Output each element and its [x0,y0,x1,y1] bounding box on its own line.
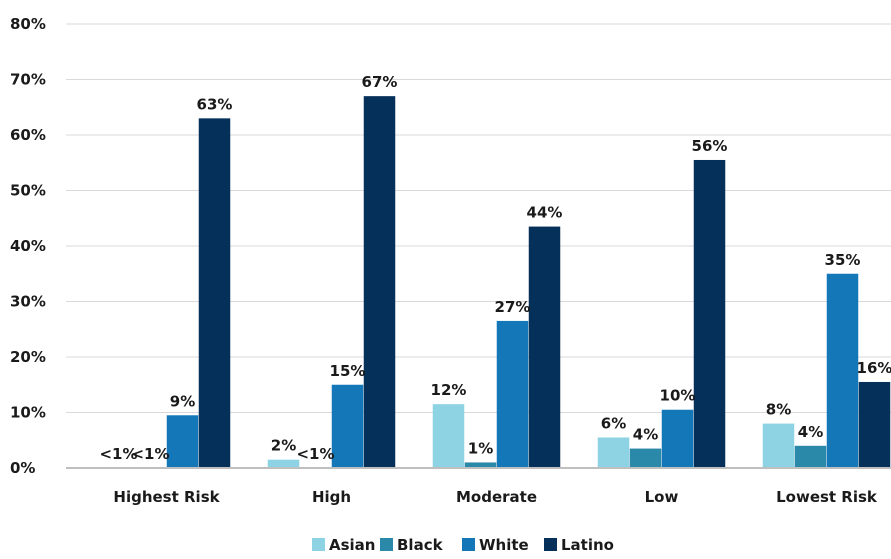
x-category-label: High [312,488,351,506]
data-label: 67% [362,73,398,91]
gridlines [66,23,891,413]
legend: Asian Black White Latino [312,536,614,554]
y-axis-ticks: 0% 10% 20% 30% 40% 50% 60% 70% 80% [10,15,46,477]
bar-latino-2 [363,96,396,469]
x-category-label: Lowest Risk [776,488,878,506]
bar-black-5 [794,445,827,468]
legend-item-black: Black [380,536,444,554]
legend-label: Black [397,536,444,554]
data-label: 2% [271,437,296,455]
y-tick-label: 60% [10,126,46,144]
y-tick-label: 20% [10,348,46,366]
y-tick-label: 40% [10,237,46,255]
legend-swatch [312,538,325,551]
legend-swatch [380,538,393,551]
data-label: <1% [131,445,169,463]
data-label: 27% [495,298,531,316]
bar-white-3 [496,320,529,468]
data-label: 4% [633,426,658,444]
data-label: 6% [601,414,626,432]
y-tick-label: 30% [10,293,46,311]
bar-latino-3 [528,226,561,468]
data-label: 16% [857,359,891,377]
data-label: <1% [296,445,334,463]
y-tick-label: 10% [10,404,46,422]
y-tick-label: 0% [10,459,35,477]
data-label: 1% [468,439,493,457]
bar-white-2 [331,384,364,468]
bar-latino-5 [858,381,891,468]
legend-label: White [479,536,529,554]
bar-white-4 [661,409,694,468]
bar-white-1 [166,415,199,468]
legend-swatch [462,538,475,551]
x-category-label: Highest Risk [113,488,220,506]
data-label: 56% [692,137,728,155]
bar-asian-5 [762,423,795,468]
data-label: 44% [527,204,563,222]
legend-item-asian: Asian [312,536,375,554]
bar-asian-3 [432,404,465,468]
x-axis-categories: Highest Risk High Moderate Low Lowest Risk [113,488,878,506]
y-tick-label: 50% [10,182,46,200]
data-label: 4% [798,423,823,441]
bar-black-3 [464,462,497,468]
data-label: 8% [766,401,791,419]
data-label: 9% [170,392,195,410]
bars [166,96,891,469]
bar-asian-4 [597,437,630,468]
data-labels: <1%<1%9%63%2% <1%15%67%12%1%27%44%6%4%10%… [99,73,891,463]
legend-item-white: White [462,536,529,554]
x-category-label: Low [645,488,679,506]
data-label: 10% [660,387,696,405]
data-label: 35% [825,251,861,269]
data-label: <1% [99,445,137,463]
legend-label: Asian [329,536,375,554]
bar-asian-2 [267,459,300,468]
legend-swatch [544,538,557,551]
x-category-label: Moderate [456,488,537,506]
bar-latino-1 [198,118,231,468]
bar-white-5 [826,273,859,468]
legend-label: Latino [561,536,614,554]
y-tick-label: 70% [10,71,46,89]
data-label: 63% [197,95,233,113]
bar-black-4 [629,448,662,468]
data-label: 12% [431,381,467,399]
bar-latino-4 [693,159,726,468]
legend-item-latino: Latino [544,536,614,554]
data-label: 15% [330,362,366,380]
y-tick-label: 80% [10,15,46,33]
